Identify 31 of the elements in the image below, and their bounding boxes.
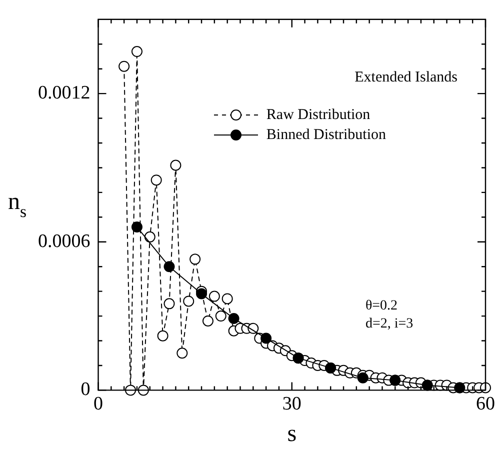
x-tick-label: 30: [282, 394, 302, 415]
point: [202, 315, 214, 326]
legend-label: Raw Distribution: [266, 106, 370, 125]
annotation: θ=0.2: [365, 298, 398, 314]
point: [357, 372, 368, 384]
point: [260, 332, 272, 344]
point: [215, 310, 226, 322]
point: [118, 60, 130, 72]
y-tick-label: 0.0006: [38, 230, 90, 252]
x-axis-title: s: [287, 421, 297, 447]
point: [150, 174, 162, 186]
x-tick-label: 60: [476, 394, 495, 415]
point: [208, 290, 220, 302]
y-tick-label: 0.0012: [38, 82, 90, 104]
point: [228, 313, 240, 324]
point: [196, 288, 208, 300]
point: [164, 261, 175, 272]
point: [131, 222, 142, 233]
annotation: Extended Islands: [354, 69, 458, 86]
point: [190, 254, 201, 265]
legend-label: Binned Distribution: [266, 126, 386, 145]
point: [183, 296, 194, 307]
point: [164, 298, 175, 310]
point: [157, 330, 168, 342]
point: [131, 46, 142, 58]
point: [176, 348, 188, 359]
point: [144, 231, 156, 242]
point: [170, 160, 182, 171]
point: [222, 293, 233, 304]
y-tick-label: 0: [80, 379, 90, 400]
annotation: d=2, i=3: [365, 316, 414, 332]
